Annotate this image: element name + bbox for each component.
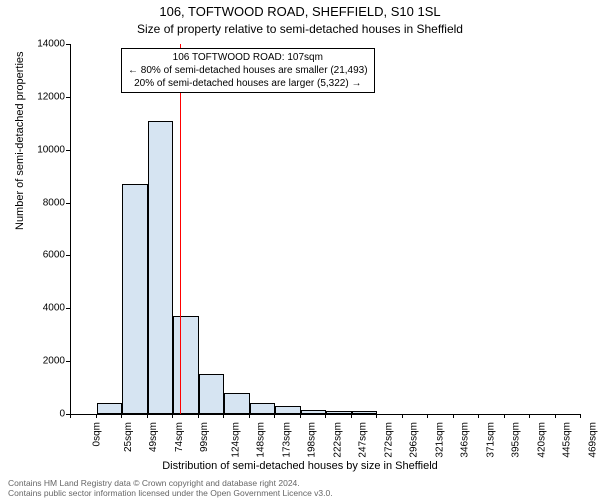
ytick-label: 4000 xyxy=(15,303,65,314)
xtick-mark xyxy=(478,414,479,418)
xtick-mark xyxy=(223,414,224,418)
xtick-label: 445sqm xyxy=(562,422,573,458)
xtick-label: 74sqm xyxy=(174,422,185,452)
xtick-label: 371sqm xyxy=(485,422,496,458)
xtick-label: 420sqm xyxy=(536,422,547,458)
xtick-mark xyxy=(580,414,581,418)
xtick-label: 346sqm xyxy=(460,422,471,458)
xtick-mark xyxy=(147,414,148,418)
ytick-mark xyxy=(66,150,70,151)
xtick-mark xyxy=(402,414,403,418)
ytick-mark xyxy=(66,44,70,45)
histogram-bar xyxy=(326,411,352,414)
histogram-bar xyxy=(148,121,174,414)
xtick-mark xyxy=(96,414,97,418)
histogram-bar xyxy=(352,411,378,414)
chart-title-sub: Size of property relative to semi-detach… xyxy=(0,22,600,36)
histogram-bar xyxy=(97,403,123,414)
marker-line xyxy=(180,44,181,414)
ytick-mark xyxy=(66,255,70,256)
xtick-label: 173sqm xyxy=(281,422,292,458)
xtick-mark xyxy=(70,414,71,418)
xtick-mark xyxy=(121,414,122,418)
footer-attribution: Contains HM Land Registry data © Crown c… xyxy=(8,478,333,498)
xtick-mark xyxy=(325,414,326,418)
xtick-mark xyxy=(504,414,505,418)
xtick-mark xyxy=(351,414,352,418)
annotation-line2: ← 80% of semi-detached houses are smalle… xyxy=(128,64,368,77)
xtick-label: 25sqm xyxy=(123,422,134,452)
ytick-label: 0 xyxy=(15,409,65,420)
xtick-label: 469sqm xyxy=(587,422,598,458)
xtick-label: 296sqm xyxy=(409,422,420,458)
ytick-label: 14000 xyxy=(15,39,65,50)
ytick-label: 6000 xyxy=(15,250,65,261)
xtick-mark xyxy=(300,414,301,418)
ytick-label: 12000 xyxy=(15,91,65,102)
xtick-mark xyxy=(249,414,250,418)
x-axis-label: Distribution of semi-detached houses by … xyxy=(0,460,600,472)
xtick-label: 198sqm xyxy=(307,422,318,458)
xtick-label: 321sqm xyxy=(434,422,445,458)
plot-area: 106 TOFTWOOD ROAD: 107sqm ← 80% of semi-… xyxy=(70,44,581,415)
histogram-bar xyxy=(199,374,225,414)
xtick-mark xyxy=(529,414,530,418)
histogram-bar xyxy=(173,316,199,414)
xtick-mark xyxy=(453,414,454,418)
xtick-label: 99sqm xyxy=(199,422,210,452)
xtick-label: 395sqm xyxy=(511,422,522,458)
xtick-label: 124sqm xyxy=(230,422,241,458)
ytick-label: 10000 xyxy=(15,144,65,155)
xtick-label: 0sqm xyxy=(91,422,102,446)
xtick-label: 247sqm xyxy=(358,422,369,458)
ytick-label: 8000 xyxy=(15,197,65,208)
xtick-mark xyxy=(555,414,556,418)
xtick-label: 148sqm xyxy=(256,422,267,458)
ytick-label: 2000 xyxy=(15,356,65,367)
histogram-bar xyxy=(224,393,250,414)
xtick-label: 49sqm xyxy=(148,422,159,452)
xtick-mark xyxy=(274,414,275,418)
xtick-label: 222sqm xyxy=(332,422,343,458)
ytick-mark xyxy=(66,97,70,98)
annotation-line1: 106 TOFTWOOD ROAD: 107sqm xyxy=(128,51,368,64)
annotation-box: 106 TOFTWOOD ROAD: 107sqm ← 80% of semi-… xyxy=(121,48,375,93)
histogram-bar xyxy=(122,184,148,414)
ytick-mark xyxy=(66,203,70,204)
xtick-mark xyxy=(427,414,428,418)
xtick-mark xyxy=(198,414,199,418)
footer-line1: Contains HM Land Registry data © Crown c… xyxy=(8,478,333,488)
xtick-mark xyxy=(172,414,173,418)
ytick-mark xyxy=(66,308,70,309)
footer-line2: Contains public sector information licen… xyxy=(8,488,333,498)
histogram-bar xyxy=(301,410,327,414)
xtick-mark xyxy=(376,414,377,418)
ytick-mark xyxy=(66,361,70,362)
xtick-label: 272sqm xyxy=(383,422,394,458)
chart-title-main: 106, TOFTWOOD ROAD, SHEFFIELD, S10 1SL xyxy=(0,4,600,19)
annotation-line3: 20% of semi-detached houses are larger (… xyxy=(128,77,368,90)
histogram-bar xyxy=(275,406,301,414)
histogram-bar xyxy=(250,403,276,414)
